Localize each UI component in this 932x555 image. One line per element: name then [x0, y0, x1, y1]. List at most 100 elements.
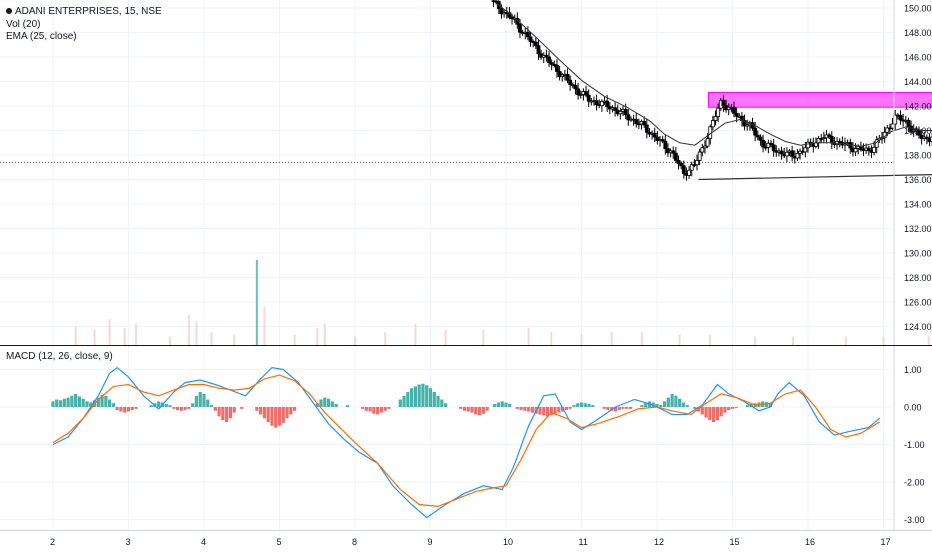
- macd-histogram-bar: [123, 407, 127, 413]
- macd-histogram-bar: [108, 399, 112, 407]
- macd-histogram-bar: [474, 407, 478, 415]
- macd-histogram-bar: [183, 407, 187, 410]
- candle-body: [528, 36, 533, 42]
- macd-histogram-bar: [104, 395, 108, 407]
- macd-tick-label: 1.00: [904, 365, 922, 375]
- macd-histogram-bar: [496, 402, 501, 407]
- macd-histogram-bar: [179, 407, 183, 411]
- macd-histogram-bar: [202, 393, 206, 407]
- macd-histogram-bar: [285, 407, 289, 419]
- candle-body: [565, 74, 570, 81]
- macd-histogram-bar: [553, 407, 557, 414]
- volume-bar: [791, 336, 794, 345]
- volume-bar: [844, 336, 847, 345]
- candle-body: [586, 94, 591, 102]
- macd-histogram-bar: [666, 397, 670, 407]
- macd-histogram-bar: [134, 407, 138, 409]
- x-tick-label: 5: [277, 537, 282, 547]
- resistance-zone: [707, 92, 932, 108]
- candle-body: [618, 110, 623, 115]
- candle-body: [626, 114, 631, 121]
- macd-histogram-bar: [425, 385, 429, 407]
- candle-body: [573, 84, 578, 90]
- macd-histogram-bar: [74, 393, 78, 407]
- candle-body: [710, 120, 715, 128]
- macd-histogram-bar: [481, 407, 485, 414]
- macd-histogram-bar: [376, 407, 380, 415]
- symbol-legend[interactable]: ADANI ENTERPRISES, 15, NSE: [6, 6, 162, 18]
- candle-body: [499, 8, 504, 15]
- candle-body: [853, 148, 858, 153]
- macd-histogram-bar: [530, 407, 535, 413]
- candle-body: [874, 139, 879, 148]
- x-tick-label: 3: [126, 537, 131, 547]
- candle-body: [652, 132, 657, 138]
- ema-legend[interactable]: EMA (25, close): [6, 31, 77, 42]
- macd-histogram-bar: [217, 407, 221, 417]
- macd-histogram-bar: [462, 407, 467, 411]
- macd-histogram-bar: [704, 407, 708, 418]
- candle-body: [697, 151, 702, 161]
- volume-bar: [74, 326, 77, 345]
- macd-histogram-bar: [444, 403, 448, 407]
- macd-histogram-bar: [470, 407, 474, 413]
- candle-body: [795, 152, 800, 159]
- macd-histogram-bar: [96, 397, 100, 407]
- macd-histogram-bar: [421, 383, 425, 407]
- candle-body: [544, 54, 549, 58]
- macd-histogram-bar: [413, 386, 417, 407]
- volume-legend[interactable]: Vol (20): [6, 19, 41, 30]
- macd-histogram-bar: [274, 407, 278, 428]
- macd-histogram-bar: [700, 407, 704, 415]
- macd-histogram-bar: [576, 403, 580, 407]
- candle-body: [925, 136, 929, 139]
- macd-pane: [51, 366, 881, 519]
- macd-histogram-bar: [606, 407, 610, 410]
- x-tick-label: 16: [805, 537, 815, 547]
- macd-histogram-bar: [523, 407, 527, 411]
- price-tick-label: 150.00: [904, 4, 932, 14]
- candle-body: [576, 88, 581, 96]
- price-tick-label: 146.00: [904, 53, 932, 63]
- macd-legend[interactable]: MACD (12, 26, close, 9): [6, 351, 113, 362]
- candle-body: [753, 127, 758, 136]
- candle-body: [695, 160, 699, 166]
- price-tick-label: 130.00: [904, 249, 932, 259]
- price-tick-label: 134.00: [904, 200, 932, 210]
- macd-histogram-bar: [191, 403, 195, 407]
- macd-histogram-bar: [89, 402, 93, 407]
- macd-histogram-bar: [70, 395, 74, 407]
- candle-body: [660, 139, 665, 142]
- candle-body: [663, 140, 668, 150]
- macd-histogram-bar: [693, 407, 697, 409]
- volume-bar: [882, 336, 885, 345]
- macd-histogram-bar: [255, 407, 259, 411]
- macd-histogram-bar: [130, 407, 134, 410]
- macd-histogram-bar: [55, 399, 59, 407]
- macd-histogram-bar: [746, 405, 750, 407]
- volume-bar: [123, 328, 126, 345]
- candle-body: [584, 91, 588, 96]
- candle-body: [687, 169, 691, 176]
- candle-body: [681, 165, 686, 174]
- candle-body: [703, 145, 707, 149]
- volume-bar: [527, 328, 530, 345]
- candle-body: [671, 150, 676, 154]
- macd-histogram-bar: [225, 407, 229, 422]
- candle-body: [568, 79, 573, 86]
- macd-histogram-bar: [712, 407, 716, 422]
- macd-histogram-bar: [440, 399, 444, 407]
- candle-body: [827, 134, 832, 137]
- volume-bar: [135, 323, 138, 345]
- macd-histogram-bar: [617, 407, 621, 410]
- x-tick-label: 2: [50, 537, 55, 547]
- macd-histogram-bar: [768, 403, 772, 407]
- macd-histogram-bar: [625, 407, 629, 409]
- price-tick-label: 124.00: [904, 322, 932, 332]
- candle-body: [549, 62, 554, 65]
- support-line: [698, 173, 932, 181]
- volume-bar: [580, 334, 583, 345]
